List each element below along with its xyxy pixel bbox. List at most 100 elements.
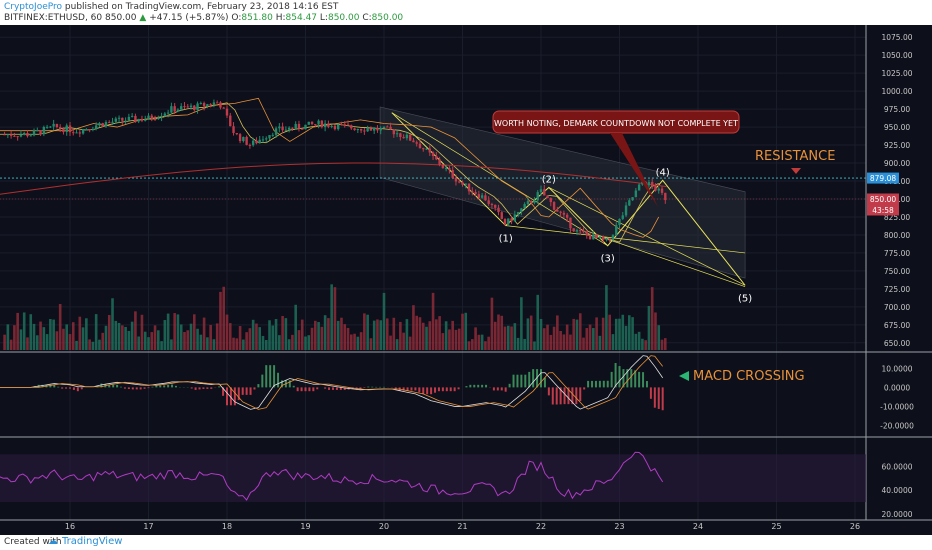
candle-body — [621, 215, 624, 219]
author-link[interactable]: CryptoJoePro — [4, 2, 63, 12]
last-price-text: 850.00 — [105, 13, 137, 23]
volume-bar — [202, 317, 206, 350]
volume-bar — [58, 303, 62, 350]
volume-bar — [114, 320, 118, 350]
candle-body — [562, 212, 566, 215]
volume-bar — [608, 314, 611, 350]
volume-bar — [134, 311, 137, 350]
tradingview-brand[interactable]: TradingView — [62, 536, 123, 547]
candle-body — [330, 125, 333, 127]
descending-channel — [379, 106, 746, 279]
callout-text: WORTH NOTING, DEMARK COUNTDOWN NOT COMPL… — [494, 119, 738, 128]
macd-histogram-bar — [383, 386, 385, 388]
candle-body — [183, 106, 186, 108]
macd-histogram-bar — [559, 387, 562, 405]
chart-area[interactable]: 16 17 18 19 20 21 22 23 24 25 26 650.00 675.00 700.00… — [0, 25, 932, 535]
volume-bar — [287, 339, 291, 350]
volume-bar — [130, 321, 134, 350]
chart-svg[interactable]: 16 17 18 19 20 21 22 23 24 25 26 650.00 675.00 700.00… — [0, 25, 932, 535]
volume-bar — [219, 291, 222, 350]
candle-body — [464, 183, 467, 185]
macd-histogram-bar — [143, 387, 146, 389]
macd-histogram-bar — [49, 384, 52, 388]
signal-line — [0, 355, 663, 410]
countdown-badge — [867, 204, 899, 216]
volume-bar — [392, 317, 396, 350]
macd-histogram-bar — [108, 384, 111, 388]
macd-histogram-bar — [296, 387, 299, 392]
macd-histogram-bar — [273, 365, 276, 388]
macd-histogram-bar — [394, 387, 397, 390]
macd-histogram-bar — [131, 387, 134, 390]
up-arrow-icon: ▲ — [139, 13, 147, 23]
macd-histogram-bar — [359, 387, 362, 390]
macd-histogram-bar — [245, 387, 248, 395]
macd-histogram-bar — [76, 387, 79, 392]
volume-bar — [457, 328, 461, 350]
volume-bar — [621, 314, 625, 350]
volume-bar — [493, 321, 497, 350]
candle-body — [307, 121, 310, 125]
macd-histogram-bar — [563, 387, 566, 405]
candle-body — [301, 128, 304, 130]
macd-histogram-bar — [465, 386, 468, 388]
volume-bar — [199, 334, 203, 350]
candle-body — [359, 129, 363, 131]
candle-body — [134, 115, 137, 122]
candle-body — [176, 109, 180, 112]
candle-body — [353, 128, 356, 131]
volume-bar — [428, 321, 432, 350]
candle-body — [572, 228, 575, 232]
candle-body — [121, 117, 124, 121]
macd-histogram-bar — [500, 387, 503, 391]
candle-body — [631, 197, 634, 201]
macd-histogram-bar — [504, 387, 507, 392]
volume-bar — [536, 294, 540, 350]
candle-body — [579, 230, 582, 232]
candle-body — [615, 225, 618, 236]
candle-body — [287, 127, 291, 130]
volume-bar — [300, 319, 304, 350]
volume-layer — [3, 284, 667, 350]
volume-bar — [500, 315, 504, 350]
candle-body — [494, 204, 497, 208]
volume-bar — [39, 321, 42, 350]
volume-bar — [170, 339, 173, 350]
candle-body — [422, 148, 425, 150]
macd-histogram-bar — [328, 387, 331, 390]
candle-body — [487, 200, 490, 204]
volume-bar — [42, 327, 46, 350]
macd-histogram-bar — [257, 384, 260, 388]
candle-body — [29, 135, 32, 137]
candle-body — [503, 218, 507, 225]
candle-body — [9, 134, 13, 136]
candle-body — [68, 125, 72, 133]
macd-histogram-bar — [116, 384, 119, 388]
volume-bar — [349, 334, 353, 350]
volume-bar — [291, 334, 294, 350]
volume-bar — [402, 332, 405, 350]
volume-bar — [62, 328, 65, 350]
volume-bar — [140, 314, 144, 350]
candle-body — [215, 102, 219, 104]
volume-bar — [395, 339, 399, 350]
macd-histogram-bar — [618, 366, 621, 388]
macd-histogram-bar — [583, 387, 586, 390]
low-label: L: — [319, 13, 328, 23]
macd-histogram-bar — [265, 365, 268, 388]
volume-bar — [418, 317, 422, 350]
macd-histogram-bar — [638, 371, 641, 388]
macd-histogram-bar — [437, 387, 440, 392]
volume-bar — [369, 338, 373, 350]
candle-body — [405, 134, 409, 139]
candle-body — [611, 235, 615, 239]
candle-body — [251, 140, 255, 146]
candle-body — [520, 208, 523, 213]
volume-bar — [556, 315, 559, 350]
macd-histogram-bar — [379, 386, 382, 388]
macd-tick-label: -10.0000 — [880, 402, 914, 411]
macd-histogram-bar — [496, 387, 499, 391]
volume-bar — [166, 313, 170, 350]
volume-bar — [451, 320, 454, 350]
volume-bar — [333, 287, 337, 350]
